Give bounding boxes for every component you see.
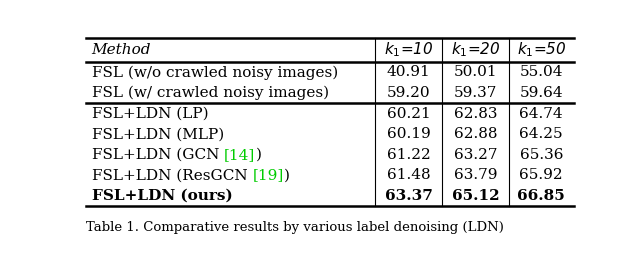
Text: $k_1$=10: $k_1$=10 bbox=[384, 41, 433, 60]
Text: 61.22: 61.22 bbox=[387, 148, 431, 162]
Text: 60.21: 60.21 bbox=[387, 107, 431, 121]
Text: $k_1$=50: $k_1$=50 bbox=[516, 41, 566, 60]
Text: 66.85: 66.85 bbox=[517, 189, 565, 203]
Text: 65.92: 65.92 bbox=[520, 168, 563, 182]
Text: 62.88: 62.88 bbox=[454, 127, 497, 141]
Text: ): ) bbox=[284, 168, 290, 182]
Text: 59.64: 59.64 bbox=[520, 86, 563, 100]
Text: 50.01: 50.01 bbox=[454, 66, 497, 79]
Text: FSL+LDN (LP): FSL+LDN (LP) bbox=[92, 107, 209, 121]
Text: 60.19: 60.19 bbox=[387, 127, 431, 141]
Text: ): ) bbox=[255, 148, 261, 162]
Text: [19]: [19] bbox=[252, 168, 284, 182]
Text: 62.83: 62.83 bbox=[454, 107, 497, 121]
Text: 63.27: 63.27 bbox=[454, 148, 497, 162]
Text: [14]: [14] bbox=[224, 148, 255, 162]
Text: 55.04: 55.04 bbox=[520, 66, 563, 79]
Text: 61.48: 61.48 bbox=[387, 168, 431, 182]
Text: 63.79: 63.79 bbox=[454, 168, 497, 182]
Text: 59.20: 59.20 bbox=[387, 86, 431, 100]
Text: FSL+LDN (ResGCN: FSL+LDN (ResGCN bbox=[92, 168, 252, 182]
Text: 65.36: 65.36 bbox=[520, 148, 563, 162]
Text: FSL+LDN (ours): FSL+LDN (ours) bbox=[92, 189, 233, 203]
Text: 59.37: 59.37 bbox=[454, 86, 497, 100]
Text: 40.91: 40.91 bbox=[387, 66, 431, 79]
Text: Table 1. Comparative results by various label denoising (LDN): Table 1. Comparative results by various … bbox=[86, 221, 504, 234]
Text: FSL (w/o crawled noisy images): FSL (w/o crawled noisy images) bbox=[92, 65, 338, 80]
Text: 64.25: 64.25 bbox=[520, 127, 563, 141]
Text: $k_1$=20: $k_1$=20 bbox=[451, 41, 500, 60]
Text: Method: Method bbox=[91, 43, 150, 57]
Text: FSL+LDN (MLP): FSL+LDN (MLP) bbox=[92, 127, 224, 141]
Text: FSL+LDN (GCN: FSL+LDN (GCN bbox=[92, 148, 224, 162]
Text: 63.37: 63.37 bbox=[385, 189, 433, 203]
Text: 65.12: 65.12 bbox=[452, 189, 499, 203]
Text: 64.74: 64.74 bbox=[520, 107, 563, 121]
Text: FSL (w/ crawled noisy images): FSL (w/ crawled noisy images) bbox=[92, 86, 329, 100]
